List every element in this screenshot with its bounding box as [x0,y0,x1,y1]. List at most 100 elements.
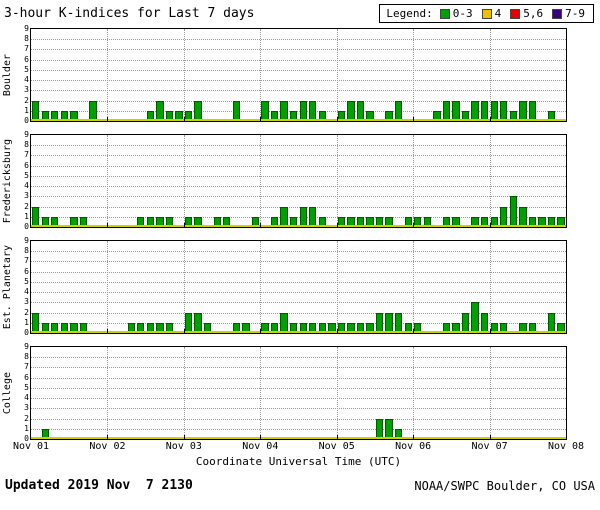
gridline-horizontal [31,302,566,304]
k-index-bar [442,216,451,227]
k-index-bar [452,100,460,121]
header: 3-hour K-indices for Last 7 days Legend:… [0,0,600,23]
station-label: Fredericksburg [2,138,13,224]
k-index-bar [51,216,59,227]
gridline-vertical [489,347,491,439]
gridline-horizontal [31,322,566,324]
day-tick [413,329,415,333]
gridline-vertical [336,347,338,439]
y-tick-label: 6 [24,372,29,382]
k-index-bar [280,206,288,227]
k-index-bar [51,110,59,121]
k-index-bar [223,216,231,227]
k-index-bar [481,100,489,121]
k-index-bar [385,312,393,333]
k-index-bar [395,100,403,121]
k-index-bar [194,216,202,227]
x-tick-label: Nov 04 [242,441,279,452]
gridline-vertical [107,29,109,121]
k-index-bar [309,206,317,227]
gridline-horizontal [31,367,566,369]
day-tick [489,329,491,333]
day-tick [489,117,491,121]
legend-item: 0-3 [439,7,473,20]
k-index-bar [41,322,49,333]
gridline-vertical [107,241,109,333]
y-tick-label: 7 [24,362,29,372]
x-tick-label: Nov 02 [89,441,126,452]
gridline-horizontal [31,110,566,112]
k-index-bar [490,216,498,227]
panel-college: College 0 1 2 3 4 5 6 7 8 9 [0,343,600,443]
k-index-bar [471,216,479,227]
k-index-bar [404,216,412,227]
k-index-bar [289,110,298,121]
y-tick-label: 9 [24,24,29,33]
day-tick [183,435,185,439]
k-index-bar [232,100,240,121]
k-index-bar [366,110,374,121]
k-index-bar [375,312,384,333]
k-index-bar [194,312,202,333]
station-label: Est. Planetary [2,244,13,330]
y-tick-label: 0 [24,222,29,231]
k-index-bar [500,322,508,333]
y-tick-label: 7 [24,150,29,160]
y-tick-label: 5 [24,64,29,74]
k-index-bar [337,110,346,121]
y-tick-label: 4 [24,181,29,191]
gridline-vertical [336,241,338,333]
day-tick [336,223,338,227]
zero-baseline [31,225,566,227]
k-index-bar [51,322,59,333]
k-index-bar [165,322,174,333]
k-index-bar [32,206,40,227]
k-index-bar [89,100,97,121]
day-tick [107,329,109,333]
k-index-bar [519,322,527,333]
gridline-horizontal [31,196,566,198]
day-tick [260,435,262,439]
y-tick-label: 0 [24,434,29,443]
k-index-bar [433,110,441,121]
k-index-bar [242,322,250,333]
k-index-bar [385,418,393,439]
k-index-bar [547,110,556,121]
panels-container: Boulder 0 1 2 3 4 5 6 7 8 9 Fredericksburg 0 1 2 3 4 5 6 7 8… [0,25,600,443]
k-index-bar [156,216,164,227]
k-index-bar [385,110,393,121]
x-tick-label: Nov 06 [395,441,432,452]
k-index-bar [509,196,518,227]
gridline-horizontal [31,428,566,430]
gridline-horizontal [31,100,566,102]
k-index-bar [70,322,78,333]
x-tick-label: Nov 07 [471,441,508,452]
k-index-bar [557,322,565,333]
gridline-vertical [260,135,262,227]
y-tick-label: 3 [24,403,29,413]
gridline-vertical [413,135,415,227]
gridline-vertical [336,135,338,227]
gridline-vertical [489,135,491,227]
y-tick-label: 7 [24,44,29,54]
k-index-bar [309,100,317,121]
x-tick-label: Nov 03 [165,441,202,452]
gridline-horizontal [31,69,566,71]
gridline-horizontal [31,281,566,283]
k-index-bar [175,110,183,121]
page-title: 3-hour K-indices for Last 7 days [4,6,255,21]
day-tick [183,117,185,121]
x-axis-labels: Nov 01 Nov 02 Nov 03 Nov 04 Nov 05 Nov 06 Nov … [13,440,584,453]
y-tick-label: 1 [24,423,29,433]
k-index-bar [490,322,498,333]
k-index-bar [232,322,240,333]
k-index-bar [203,322,212,333]
k-index-bar [337,322,346,333]
y-tick-label: 1 [24,211,29,221]
k-index-bar [270,110,279,121]
gridline-vertical [183,347,185,439]
k-index-bar [184,216,193,227]
